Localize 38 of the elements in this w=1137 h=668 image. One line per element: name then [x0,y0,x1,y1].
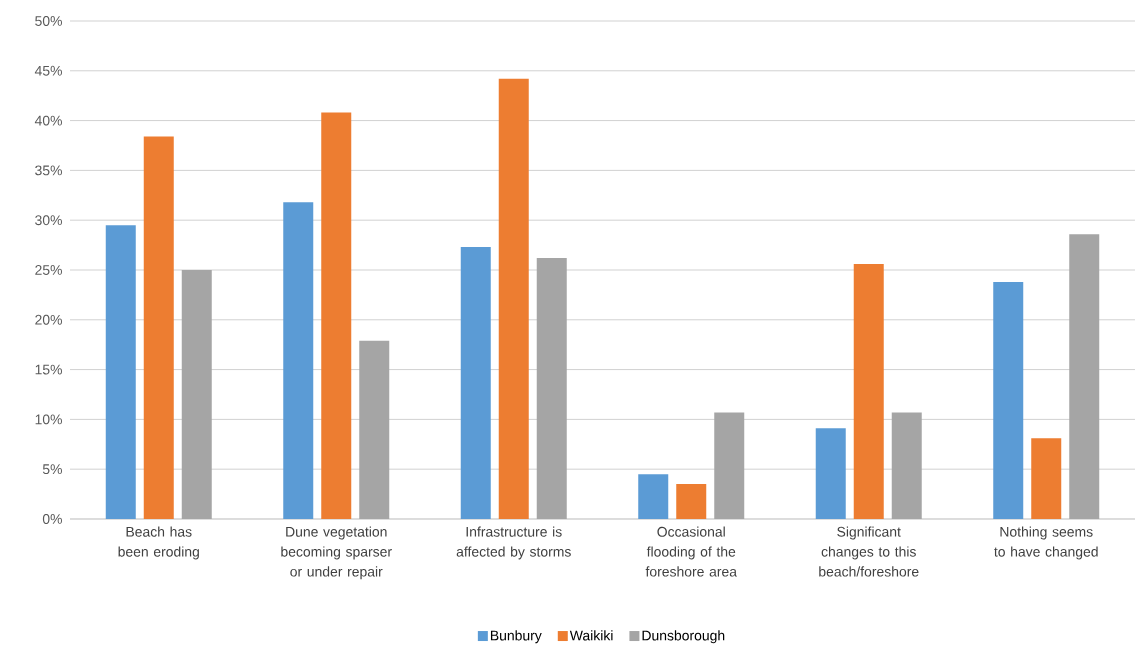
y-tick-label: 45% [34,65,62,76]
x-tick-label: Dune vegetation becoming sparser or under repair [281,526,392,580]
y-tick-label: 50% [35,16,62,26]
bar [105,225,136,519]
bar [143,136,174,519]
x-tick-label: Infrastructure is affected by storms [456,526,571,560]
y-tick-label: 15% [35,364,62,375]
y-tick-label: 30% [35,215,62,226]
y-tick-label: 25% [35,265,62,275]
bar [498,78,529,519]
x-tick-label: Nothing seems to have changed [994,526,1098,560]
bar [993,281,1024,519]
y-tick-label: 10% [35,414,62,425]
bar [536,258,567,519]
bar [815,428,846,519]
bar [460,247,491,519]
bar [181,269,212,519]
y-tick-label: 40% [34,115,62,126]
x-tick-label: Beach has been eroding [118,526,199,560]
bar [891,412,922,519]
bar [676,484,707,519]
legend-label: Dunsborough [642,630,725,644]
y-tick-label: 35% [35,165,62,176]
bar [853,264,884,519]
bar [321,112,352,519]
bar [1069,234,1100,519]
y-tick-label: 20% [35,314,62,325]
bar [714,412,745,519]
bar [283,202,314,519]
bar [1031,438,1062,519]
y-tick-label: 0% [42,514,62,524]
y-tick-label: 5% [42,464,62,475]
bar [638,474,669,519]
bar [359,340,390,519]
x-tick-label: Significant changes to this beach/foreshore [819,526,919,577]
legend-label: Waikiki [569,630,613,641]
legend-label: Bunbury [490,630,542,644]
x-tick-label: Occasional flooding of the foreshore area [645,526,737,577]
